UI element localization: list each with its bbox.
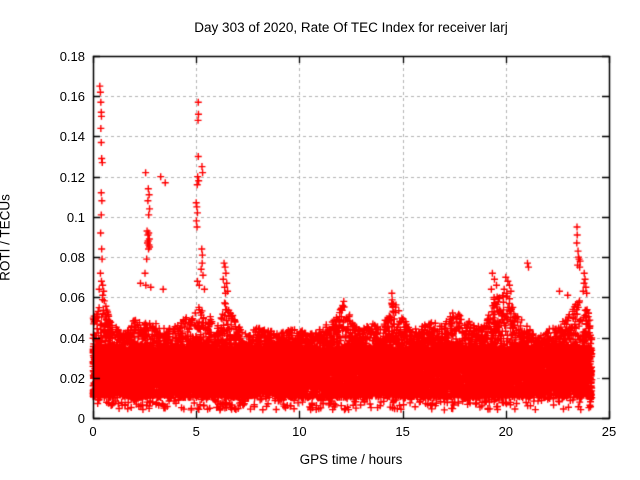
y-tick-label: 0.08 xyxy=(59,250,85,266)
y-tick-label: 0.14 xyxy=(59,129,85,145)
x-axis-label: GPS time / hours xyxy=(299,452,403,467)
y-tick-label: 0.04 xyxy=(59,330,85,346)
y-tick-label: 0.1 xyxy=(66,209,85,225)
y-tick-label: 0.02 xyxy=(59,370,85,386)
y-tick-label: 0.18 xyxy=(59,49,85,64)
y-tick-label: 0 xyxy=(77,411,85,426)
chart-title: Day 303 of 2020, Rate Of TEC Index for r… xyxy=(194,20,508,35)
x-tick-label: 5 xyxy=(192,424,200,439)
x-tick-label: 25 xyxy=(601,424,617,439)
y-tick-label: 0.16 xyxy=(59,89,85,105)
y-tick-label: 0.06 xyxy=(59,290,85,306)
x-tick-label: 15 xyxy=(395,424,410,439)
y-tick-label: 0.12 xyxy=(59,169,85,185)
x-tick-label: 10 xyxy=(292,424,307,439)
y-axis-label: ROTI / TECUs xyxy=(0,194,13,281)
x-tick-label: 20 xyxy=(498,424,514,439)
x-tick-label: 0 xyxy=(89,424,97,439)
